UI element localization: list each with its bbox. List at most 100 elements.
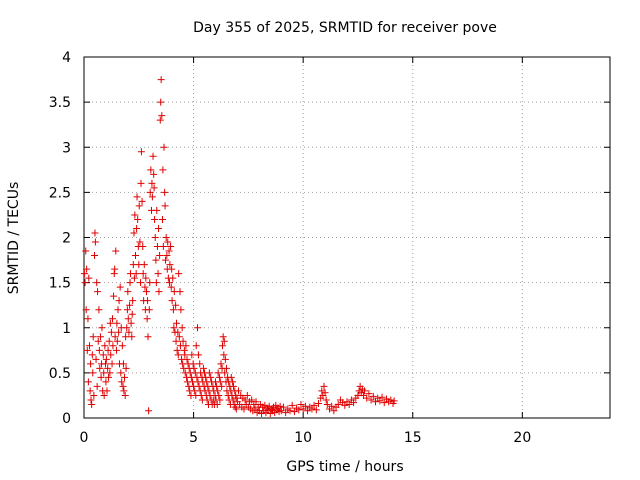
data-point — [124, 315, 132, 323]
data-point — [167, 283, 175, 291]
data-point — [152, 279, 160, 287]
data-point — [165, 279, 173, 287]
data-point — [158, 215, 166, 223]
data-point — [139, 270, 147, 278]
data-point — [190, 364, 198, 372]
data-point — [279, 403, 287, 411]
x-tick-label: 10 — [294, 430, 312, 446]
data-point — [167, 243, 175, 251]
data-point — [277, 407, 285, 415]
y-tick-label: 4 — [62, 50, 71, 66]
data-point — [84, 315, 92, 323]
data-point — [123, 306, 131, 314]
data-point — [95, 306, 103, 314]
data-point — [164, 238, 172, 246]
data-point — [252, 398, 260, 406]
data-point — [328, 402, 336, 410]
data-point — [89, 369, 97, 377]
data-point — [297, 400, 305, 408]
y-tick-label: 1 — [62, 321, 71, 337]
data-point — [148, 179, 156, 187]
data-point — [145, 306, 153, 314]
data-point — [124, 288, 132, 296]
data-point — [80, 270, 88, 278]
data-point — [101, 360, 109, 368]
x-axis-label: GPS time / hours — [286, 459, 403, 475]
data-point — [232, 405, 240, 413]
data-point — [128, 333, 136, 341]
x-tick-label: 15 — [404, 430, 422, 446]
data-point — [215, 373, 223, 381]
data-point — [243, 391, 251, 399]
data-point — [163, 252, 171, 260]
data-point — [109, 342, 117, 350]
data-point — [105, 373, 113, 381]
y-tick-label: 2.5 — [49, 185, 71, 201]
data-point — [133, 193, 141, 201]
y-axis-label: SRMTID / TECUs — [6, 182, 22, 295]
data-point — [229, 378, 237, 386]
data-point — [112, 346, 120, 354]
data-point — [159, 243, 167, 251]
data-point — [100, 369, 108, 377]
data-point — [151, 215, 159, 223]
data-point — [95, 346, 103, 354]
data-point — [330, 407, 338, 415]
data-point — [113, 319, 121, 327]
data-point — [161, 188, 169, 196]
data-point — [183, 355, 191, 363]
data-point — [371, 398, 379, 406]
data-point — [177, 306, 185, 314]
data-point — [345, 400, 353, 408]
data-point — [229, 396, 237, 404]
data-point — [110, 292, 118, 300]
data-point — [130, 274, 138, 282]
data-point — [390, 397, 398, 405]
data-point — [107, 351, 115, 359]
data-point — [172, 301, 180, 309]
data-point — [153, 206, 161, 214]
data-point — [168, 265, 176, 273]
data-point — [219, 342, 227, 350]
data-point — [87, 360, 95, 368]
data-point — [369, 392, 377, 400]
data-point — [115, 328, 123, 336]
data-point — [104, 364, 112, 372]
data-point — [143, 315, 151, 323]
data-point — [196, 360, 204, 368]
data-point — [93, 382, 101, 390]
data-point — [142, 288, 150, 296]
x-tick-label: 0 — [80, 430, 89, 446]
data-point — [155, 288, 163, 296]
data-point — [315, 400, 323, 408]
data-point — [157, 76, 165, 84]
data-point — [82, 247, 90, 255]
data-point — [101, 342, 109, 350]
data-point — [218, 382, 226, 390]
data-point — [99, 351, 107, 359]
data-point — [174, 328, 182, 336]
data-point — [176, 288, 184, 296]
data-point — [159, 166, 167, 174]
data-point — [87, 396, 95, 404]
data-point — [156, 252, 164, 260]
data-point — [128, 310, 136, 318]
data-point — [84, 378, 92, 386]
grid-lines — [84, 57, 610, 418]
data-point — [122, 333, 130, 341]
data-point — [92, 355, 100, 363]
data-point — [117, 369, 125, 377]
data-point — [131, 211, 139, 219]
data-point — [308, 405, 316, 413]
data-point — [158, 112, 166, 120]
data-point — [227, 373, 235, 381]
data-points — [80, 76, 398, 417]
x-tick-labels: 0 5 10 15 20 — [80, 430, 532, 446]
data-point — [170, 324, 178, 332]
data-point — [235, 387, 243, 395]
data-point — [304, 407, 312, 415]
data-point — [147, 166, 155, 174]
data-point — [104, 346, 112, 354]
data-point — [162, 256, 170, 264]
